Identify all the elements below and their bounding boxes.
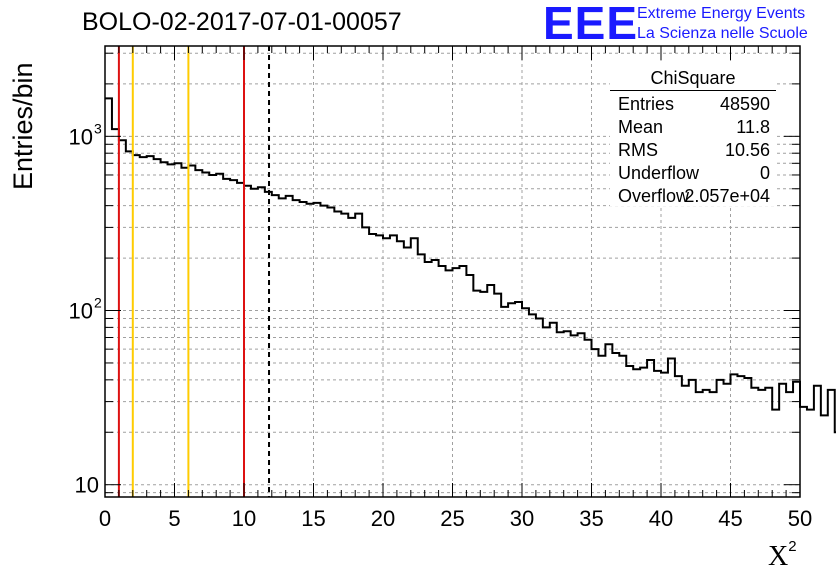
- logo-caption-line1: Extreme Energy Events: [637, 5, 806, 22]
- marker-lines: [117, 46, 271, 497]
- stats-value: 2.057e+04: [684, 186, 770, 206]
- stats-divider: [610, 90, 776, 91]
- x-axis-label-base: X: [768, 541, 789, 572]
- y-tick-label-exponent: 2: [94, 295, 102, 311]
- stats-box: ChiSquare Entries 48590 Mean 11.8 RMS 10…: [610, 64, 776, 206]
- stats-row-rms: RMS 10.56: [618, 140, 770, 162]
- x-tick-label: 15: [301, 506, 325, 531]
- x-tick-label: 30: [510, 506, 534, 531]
- y-tick-label: 10: [75, 473, 99, 498]
- histogram-line: [105, 97, 836, 434]
- stats-row-entries: Entries 48590: [618, 94, 770, 116]
- x-tick-label: 0: [99, 506, 111, 531]
- stats-key: Overflow: [618, 186, 690, 206]
- x-tick-label: 5: [168, 506, 180, 531]
- stats-title: ChiSquare: [650, 68, 736, 88]
- x-axis-label: X2: [768, 538, 797, 573]
- y-tick-label: 10: [69, 124, 93, 149]
- x-tick-label: 10: [232, 506, 256, 531]
- stats-key: Mean: [618, 117, 664, 137]
- stats-value: 0: [759, 163, 770, 183]
- y-axis-label: Entries/bin: [8, 62, 38, 190]
- x-tick-label: 50: [788, 506, 812, 531]
- x-tick-label: 40: [649, 506, 673, 531]
- stats-value: 11.8: [736, 117, 770, 137]
- x-tick-label: 35: [579, 506, 603, 531]
- stats-value: 48590: [719, 94, 770, 114]
- grid-lines: [105, 46, 800, 497]
- y-tick-label-exponent: 3: [94, 120, 102, 136]
- x-tick-label: 25: [440, 506, 464, 531]
- x-axis-label-exponent: 2: [788, 538, 797, 555]
- stats-key: Underflow: [618, 163, 700, 183]
- y-tick-label: 10: [69, 299, 93, 324]
- chart-title: BOLO-02-2017-07-01-00057: [82, 8, 402, 36]
- stats-key: RMS: [618, 140, 658, 160]
- histogram-series: [105, 97, 836, 434]
- stats-row-overflow: Overflow 2.057e+04: [618, 186, 770, 208]
- stats-row-underflow: Underflow 0: [618, 163, 770, 185]
- stats-key: Entries: [618, 94, 675, 114]
- logo-caption-line2: La Scienza nelle Scuole: [637, 25, 808, 42]
- eee-logo-icon: EEE: [543, 0, 639, 49]
- x-tick-label: 20: [371, 506, 395, 531]
- stats-row-mean: Mean 11.8: [618, 117, 770, 139]
- stats-value: 10.56: [724, 140, 770, 160]
- x-tick-label: 45: [718, 506, 742, 531]
